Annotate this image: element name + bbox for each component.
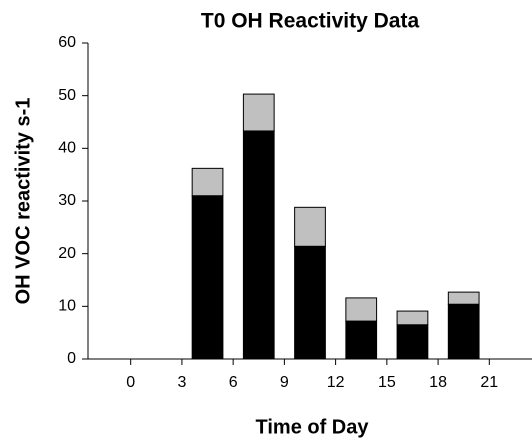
y-tick-label: 20 [58, 245, 76, 262]
x-tick-label: 9 [280, 374, 289, 391]
y-tick-label: 60 [58, 34, 76, 51]
chart-title: T0 OH Reactivity Data [201, 10, 420, 33]
bar-segment [447, 291, 480, 305]
bar-segment [345, 297, 378, 322]
bar-segment [345, 320, 378, 360]
bar-segment [191, 167, 224, 197]
bar-segment [242, 93, 275, 132]
bar-segment [396, 310, 429, 326]
bar-segment [191, 195, 224, 360]
x-axis-title: Time of Day [256, 416, 370, 438]
y-tick-label: 30 [58, 192, 76, 209]
x-tick-label: 12 [327, 374, 345, 391]
bar-segment [447, 303, 480, 360]
x-tick-label: 18 [429, 374, 447, 391]
x-tick-label: 6 [229, 374, 238, 391]
x-tick-label: 15 [378, 374, 396, 391]
x-tick-label: 0 [126, 374, 135, 391]
bar-segment [294, 245, 326, 360]
y-tick-label: 40 [58, 140, 76, 157]
y-tick-label: 0 [67, 350, 76, 367]
bar-segment [242, 130, 275, 360]
y-axis-title: OH VOC reactivity s-1 [12, 98, 34, 305]
x-tick-label: 21 [480, 374, 498, 391]
y-tick-label: 10 [58, 298, 76, 315]
bar-segment [294, 206, 326, 247]
y-tick-label: 50 [58, 87, 76, 104]
x-tick-label: 3 [177, 374, 186, 391]
bar-segment [396, 324, 429, 360]
